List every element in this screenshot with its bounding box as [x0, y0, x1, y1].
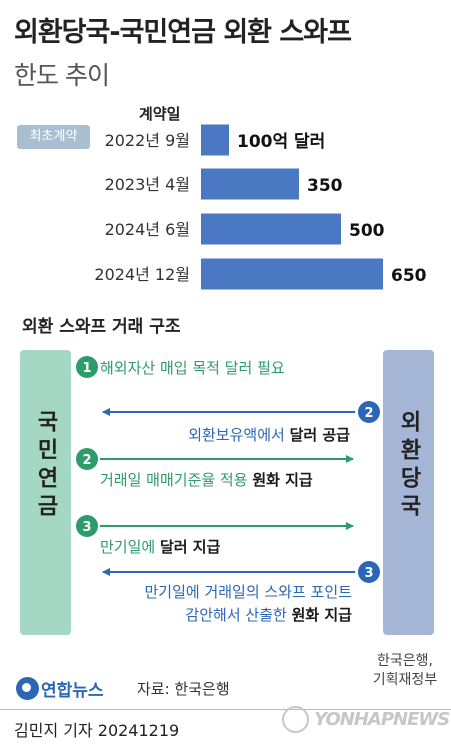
data-label: 650	[391, 266, 427, 286]
yonhap-logo: 연합뉴스	[16, 676, 104, 701]
watermark-text: YONHAPNEWS	[314, 709, 450, 730]
tick-label: 2024년 12월	[94, 265, 190, 284]
tick-label: 2024년 6월	[105, 220, 190, 239]
tick-label: 2022년 9월	[105, 131, 190, 150]
nps-pillar: 국민연금	[20, 350, 71, 635]
step-marker: 2	[76, 448, 98, 470]
gov-label-line1: 한국은행,	[377, 653, 433, 669]
step-text: 거래일 매매기준율 적용 원화 지급	[100, 471, 313, 489]
step-text: 외환보유액에서 달러 공급	[188, 426, 350, 444]
bar	[201, 124, 229, 156]
data-label: 350	[307, 176, 343, 196]
page-title: 외환당국-국민연금 외환 스와프	[14, 17, 352, 48]
bok-pillar: 외환당국	[383, 350, 434, 635]
step-circle	[76, 356, 98, 378]
bar	[201, 258, 383, 290]
limit-bar-chart: 2022년 9월 100억 달러 2023년 4월 350 2024년 6월 500 202…	[94, 124, 427, 290]
nps-label-text: 국민연금	[33, 410, 58, 522]
step-number: 3	[364, 566, 373, 581]
page-subtitle: 한도 추이	[14, 61, 110, 90]
nps-label: 국민연금	[20, 410, 71, 531]
swap-flow-diagram: 1 해외자산 매입 목적 달러 필요 2 외환보유액에서 달러 공급 2 거래일 매매기준…	[76, 356, 380, 624]
yonhap-logo-icon	[16, 677, 39, 700]
yonhap-logo-text: 연합뉴스	[41, 681, 104, 701]
step-text: 해외자산 매입 목적 달러 필요	[100, 359, 285, 377]
bok-label-text: 외환당국	[396, 410, 421, 522]
watermark: YONHAPNEWS	[282, 706, 450, 733]
column-header: 계약일	[139, 105, 181, 123]
bok-label: 외환당국	[383, 410, 434, 531]
step-marker: 3	[358, 561, 380, 583]
step-circle	[76, 515, 98, 537]
step-marker: 2	[358, 401, 380, 423]
step-number: 2	[82, 453, 91, 468]
step-number: 3	[82, 520, 91, 535]
bar	[201, 213, 341, 245]
step-circle	[358, 561, 380, 583]
step-circle	[76, 448, 98, 470]
tick-label: 2023년 4월	[105, 175, 190, 194]
step-text: 만기일에 거래일의 스와프 포인트	[144, 583, 352, 601]
data-label: 500	[349, 221, 385, 241]
structure-title: 외환 스와프 거래 구조	[22, 317, 181, 337]
gov-label-line2: 기획재정부	[372, 672, 438, 688]
step-number: 1	[82, 361, 91, 376]
step-marker: 3	[76, 515, 98, 537]
data-label: 100억 달러	[237, 131, 325, 152]
first-contract-badge: 최초계약	[17, 125, 90, 149]
footer-divider	[0, 709, 451, 710]
gov-label: 한국은행, 기획재정부	[360, 652, 450, 690]
watermark-logo-icon	[282, 706, 309, 733]
step-text: 만기일에 달러 지급	[100, 538, 221, 556]
step-marker: 1	[76, 356, 98, 378]
bar	[201, 168, 299, 200]
source-text: 자료: 한국은행	[137, 680, 230, 698]
step-text: 감안해서 산출한 원화 지급	[185, 606, 352, 624]
step-circle	[358, 401, 380, 423]
step-number: 2	[364, 406, 373, 421]
byline: 김민지 기자 20241219	[14, 721, 180, 740]
